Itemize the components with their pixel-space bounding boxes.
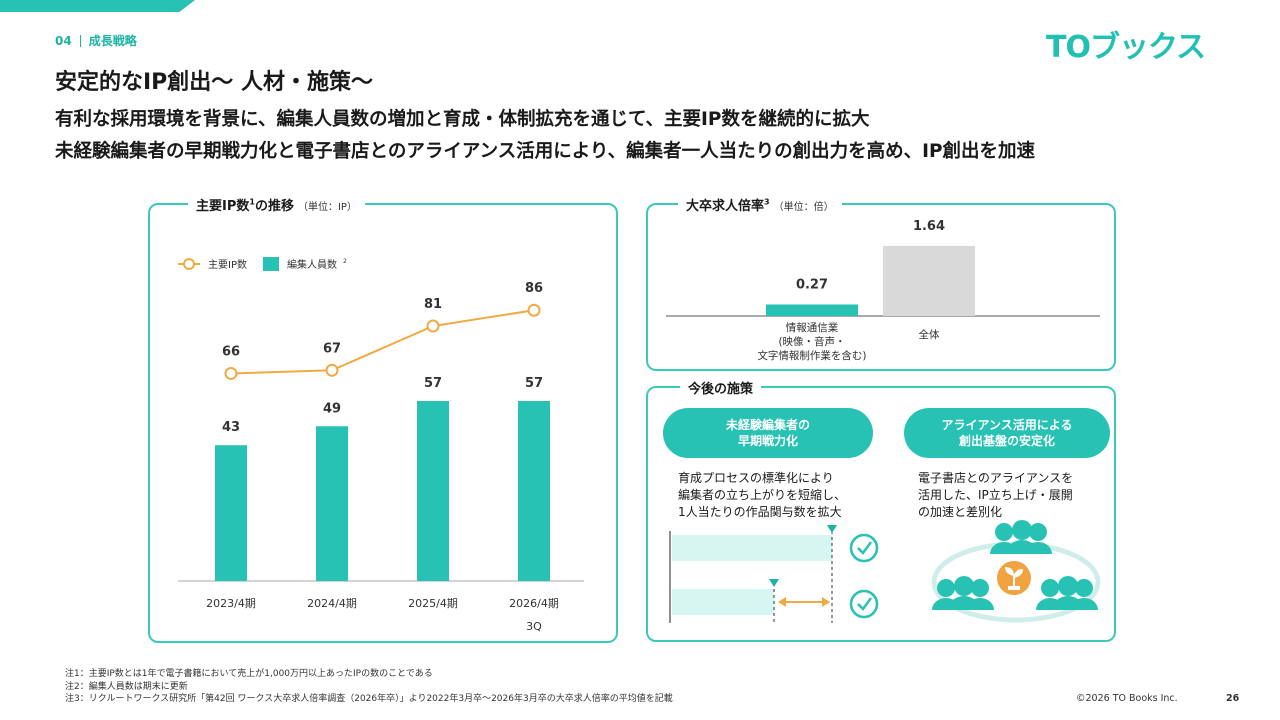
- bar-value-label: 49: [323, 401, 341, 416]
- legend-bar-sup: 2: [343, 258, 347, 265]
- alliance-network-illustration: [931, 520, 1101, 623]
- x-tick-label: 2023/4期: [206, 597, 256, 610]
- legend-line-label: 主要IP数: [208, 258, 247, 271]
- ip-trend-panel: 主要IP数1の推移 （単位：IP）: [148, 195, 618, 643]
- measure-pill-alliance: アライアンス活用による 創出基盤の安定化: [904, 408, 1110, 458]
- section-label: 成長戦略: [88, 34, 137, 48]
- section-number: 04: [55, 33, 72, 48]
- ramp-up-illustration: [669, 525, 879, 623]
- x-tick-note: (映像・音声・: [778, 335, 845, 348]
- section-divider: [79, 34, 81, 47]
- people-icon: [1036, 576, 1098, 610]
- ip-line: [230, 309, 535, 375]
- ip-point: [527, 303, 541, 317]
- before-bar: [672, 535, 832, 561]
- bar-job-ratio: [766, 304, 858, 316]
- top-accent-bar: [0, 0, 195, 12]
- page-title: 安定的なIP創出〜 人材・施策〜: [55, 70, 373, 95]
- company-logo: TOブックス: [1046, 30, 1206, 65]
- footnote-2: 注2：編集人員数は期末に更新: [65, 681, 188, 692]
- legend-bar-swatch: [263, 257, 279, 271]
- copyright: ©2026 TO Books Inc.: [1076, 693, 1178, 704]
- ip-value-label: 67: [323, 341, 341, 356]
- bar-editors: [417, 401, 449, 581]
- clock-icon: [849, 589, 879, 619]
- bar-value-label: 0.27: [796, 277, 828, 292]
- after-marker: [769, 579, 779, 587]
- bar-value-label: 1.64: [913, 219, 945, 234]
- bar-job-ratio: [883, 246, 975, 316]
- subtitle-line-1: 有利な採用環境を背景に、編集人員数の増加と育成・体制拡充を通じて、主要IP数を継…: [55, 109, 870, 130]
- job-ratio-chart: 0.27 1.64 情報通信業(映像・音声・文字情報制作業を含む) 全体: [666, 219, 1100, 362]
- x-tick-label: 全体: [919, 328, 940, 341]
- x-tick-label: 情報通信業: [786, 321, 839, 334]
- future-title: 今後の施策: [680, 378, 762, 397]
- x-tick-label: 2024/4期: [307, 597, 357, 610]
- ip-point: [224, 366, 238, 380]
- bar-editors: [215, 445, 247, 581]
- x-tick-label: 2025/4期: [408, 597, 458, 610]
- ip-point: [325, 363, 339, 377]
- bar-value-label: 43: [222, 420, 240, 435]
- measure-pill-training: 未経験編集者の 早期戦力化: [663, 408, 873, 458]
- job-ratio-panel: 大卒求人倍率3 （単位：倍）: [646, 195, 1116, 371]
- ip-trend-chart: 主要IP数 編集人員数 2 43 2023/4期 49 2024/4期 57 2025/4期 57…: [178, 257, 584, 633]
- measure-desc-training: 育成プロセスの標準化により 編集者の立ち上がりを短縮し、 1人当たりの作品関与数を拡…: [678, 471, 847, 519]
- sprout-icon: [997, 561, 1031, 595]
- page-number: 26: [1226, 693, 1240, 704]
- legend-bar-label: 編集人員数: [287, 258, 337, 271]
- measure-desc-alliance: 電子書店とのアライアンスを 活用した、IP立ち上げ・展開 の加速と差別化: [918, 471, 1074, 519]
- subtitle-line-2: 未経験編集者の早期戦力化と電子書店とのアライアンス活用により、編集者一人当たりの…: [55, 141, 1036, 162]
- footnote-3: 注3：リクルートワークス研究所「第42回 ワークス大卒求人倍率調査（2026年卒…: [65, 694, 673, 704]
- footnote-1: 注1：主要IP数とは1年で電子書籍において売上が1,000万円以上あったIPの数…: [65, 669, 433, 679]
- job-ratio-title: 大卒求人倍率3 （単位：倍）: [678, 195, 842, 214]
- legend-line-marker: [183, 258, 195, 270]
- ip-value-label: 86: [525, 281, 543, 296]
- bar-value-label: 57: [525, 376, 543, 391]
- before-marker: [827, 525, 837, 533]
- ip-chart-title: 主要IP数1の推移 （単位：IP）: [188, 195, 365, 214]
- people-icon: [932, 576, 994, 610]
- bar-editors: [518, 401, 550, 581]
- ip-point: [426, 319, 440, 333]
- clock-icon: [849, 533, 879, 563]
- after-bar: [672, 589, 774, 615]
- footnotes: 注1：主要IP数とは1年で電子書籍において売上が1,000万円以上あったIPの数…: [65, 668, 673, 706]
- ip-value-label: 66: [222, 344, 240, 359]
- people-icon: [990, 520, 1052, 554]
- x-tick-sublabel: 3Q: [526, 620, 542, 633]
- bar-editors: [316, 426, 348, 581]
- x-tick-note: 文字情報制作業を含む): [757, 349, 866, 362]
- future-measures-panel: 今後の施策 未経験編集者の 早期戦力化 育成プロセスの標準化により 編集者の立ち上が…: [646, 378, 1116, 642]
- ip-value-label: 81: [424, 297, 442, 312]
- bar-value-label: 57: [424, 376, 442, 391]
- x-tick-label: 2026/4期: [509, 597, 559, 610]
- section-tag: 04 成長戦略: [55, 32, 137, 49]
